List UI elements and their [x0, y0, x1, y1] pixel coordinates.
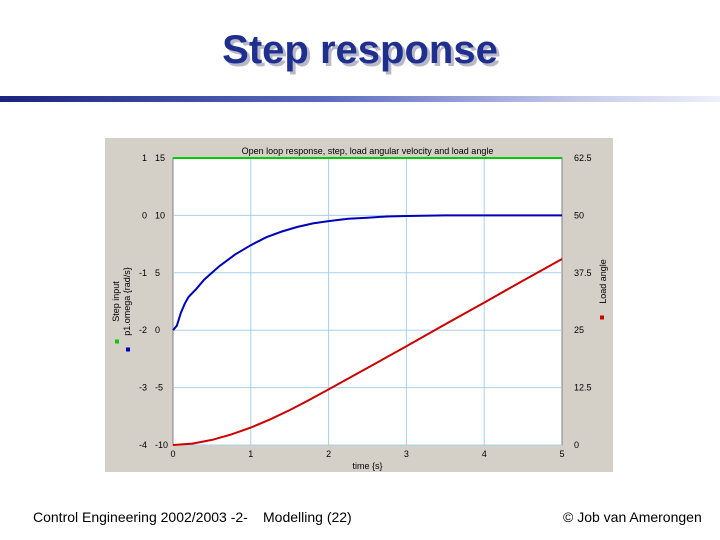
y-tick-label-step: 1 [142, 153, 147, 163]
y-axis-label-omega: p1.omega {rad/s} [122, 267, 132, 336]
y-tick-label-step: 0 [142, 210, 147, 220]
y-tick-label-angle: 12.5 [574, 383, 592, 393]
series-line-p1-omega [172, 214, 562, 331]
chart-panel: 0 1 2 3 4 5 1 15 62.5 0 10 50 -1 5 37.5 -2 0 25 -3 -5 12.5 -4… [105, 138, 613, 472]
x-tick-label: 1 [248, 449, 253, 459]
y-tick-label-angle: 50 [574, 210, 584, 220]
legend-marker-omega [126, 347, 130, 352]
y-tick-label-angle: 25 [574, 325, 584, 335]
y-tick-label-angle: 62.5 [574, 153, 592, 163]
y-tick-label-step: -4 [139, 440, 147, 450]
y-tick-label-omega: -10 [155, 440, 168, 450]
x-tick-label: 3 [404, 449, 409, 459]
y-tick-label-angle: 37.5 [574, 268, 592, 278]
x-tick-label: 5 [559, 449, 564, 459]
y-tick-label-omega: -5 [155, 383, 163, 393]
slide-title: Step response [222, 28, 498, 72]
legend-marker-step [115, 339, 119, 344]
series-line-load-angle [172, 258, 563, 446]
x-axis-label: time {s} [352, 461, 382, 471]
x-tick-label: 4 [482, 449, 487, 459]
footer-author: © Job van Amerongen [563, 509, 702, 525]
y-axis-label-step: Step input [111, 281, 121, 322]
y-tick-label-step: -1 [139, 268, 147, 278]
y-tick-label-angle: 0 [574, 440, 579, 450]
legend-marker-angle [600, 315, 604, 320]
y-tick-label-step: -3 [139, 383, 147, 393]
x-tick-label: 2 [326, 449, 331, 459]
step-response-chart: 0 1 2 3 4 5 1 15 62.5 0 10 50 -1 5 37.5 -2 0 25 -3 -5 12.5 -4… [111, 146, 608, 471]
footer-page: Modelling (22) [263, 509, 352, 525]
y-tick-label-omega: 0 [155, 325, 160, 335]
y-tick-label-step: -2 [139, 325, 147, 335]
chart-title: Open loop response, step, load angular v… [242, 146, 494, 156]
title-rule [0, 96, 720, 102]
y-tick-label-omega: 5 [155, 268, 160, 278]
x-tick-label: 0 [170, 449, 175, 459]
plot-area [172, 157, 563, 446]
y-tick-label-omega: 10 [155, 210, 165, 220]
y-tick-label-omega: 15 [155, 153, 165, 163]
y-axis-label-angle: Load angle [598, 259, 608, 304]
footer-course: Control Engineering 2002/2003 -2- [33, 509, 248, 525]
